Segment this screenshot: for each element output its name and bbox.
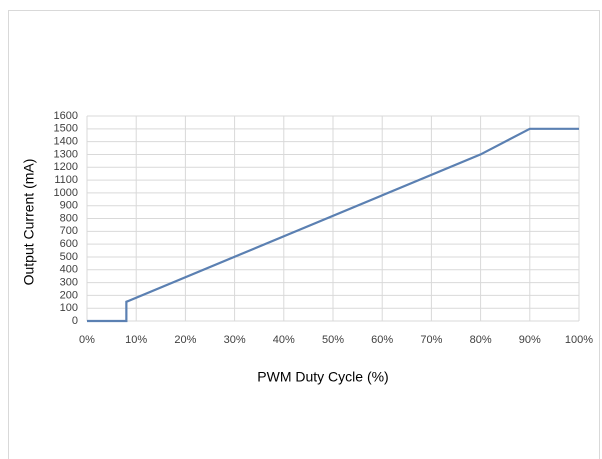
x-tick-label: 90% xyxy=(519,334,541,346)
y-tick-label: 900 xyxy=(60,200,78,212)
y-tick-label: 300 xyxy=(60,276,78,288)
x-tick-label: 100% xyxy=(565,334,593,346)
y-tick-label: 1400 xyxy=(54,136,78,148)
y-tick-label: 1500 xyxy=(54,123,78,135)
y-tick-label: 1000 xyxy=(54,187,78,199)
x-tick-label: 30% xyxy=(224,334,246,346)
y-tick-label: 700 xyxy=(60,225,78,237)
x-tick-label: 50% xyxy=(322,334,344,346)
data-line xyxy=(87,127,579,323)
y-tick-label: 500 xyxy=(60,251,78,263)
y-tick-label: 400 xyxy=(60,264,78,276)
x-tick-label: 20% xyxy=(174,334,196,346)
y-tick-label: 600 xyxy=(60,238,78,250)
x-tick-label: 60% xyxy=(371,334,393,346)
y-tick-label: 1600 xyxy=(54,110,78,122)
x-tick-label: 40% xyxy=(273,334,295,346)
y-tick-label: 1200 xyxy=(54,161,78,173)
y-tick-label: 1300 xyxy=(54,148,78,160)
chart-frame xyxy=(8,10,600,459)
x-tick-label: 70% xyxy=(420,334,442,346)
x-tick-label: 10% xyxy=(125,334,147,346)
y-tick-label: 200 xyxy=(60,289,78,301)
y-axis-title: Output Current (mA) xyxy=(21,159,37,286)
x-tick-label: 80% xyxy=(470,334,492,346)
y-tick-label: 800 xyxy=(60,212,78,224)
y-tick-label: 100 xyxy=(60,302,78,314)
y-tick-label: 0 xyxy=(72,315,78,327)
x-axis-title: PWM Duty Cycle (%) xyxy=(257,369,388,385)
y-tick-label: 1100 xyxy=(54,174,78,186)
x-tick-label: 0% xyxy=(79,334,95,346)
